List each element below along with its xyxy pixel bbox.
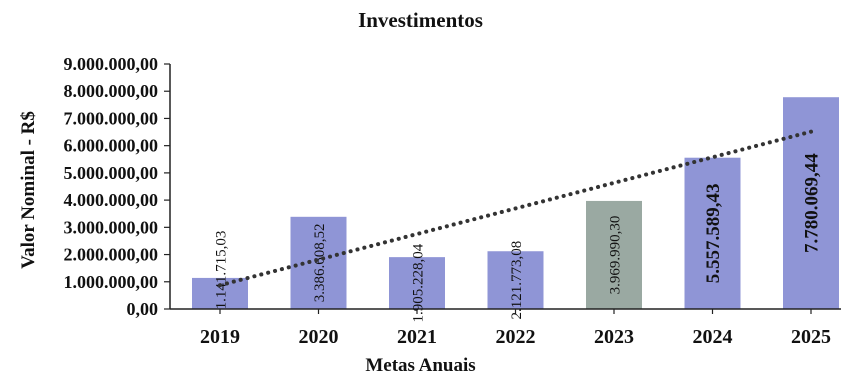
y-tick-label: 7.000.000,00 (64, 108, 159, 128)
y-tick-label: 1.000.000,00 (64, 272, 159, 292)
x-tick-label: 2024 (693, 326, 733, 348)
data-label-2024: 5.557.589,43 (703, 183, 724, 283)
x-tick-label: 2025 (791, 326, 831, 348)
bar-2021 (389, 257, 445, 309)
y-tick-label: 0,00 (127, 299, 159, 319)
bar-2020 (290, 216, 347, 309)
y-tick-label: 4.000.000,00 (64, 190, 159, 210)
data-label-2020: 3.386.608,52 (312, 224, 328, 303)
y-tick-label: 2.000.000,00 (64, 245, 159, 265)
x-tick-label: 2019 (200, 326, 240, 348)
bar-2019 (192, 277, 248, 309)
y-tick-label: 6.000.000,00 (64, 136, 159, 156)
x-tick-label: 2023 (594, 326, 634, 348)
data-label-2025: 7.780.069,44 (802, 153, 823, 253)
bar-2023 (586, 200, 642, 309)
bar-2024 (684, 157, 741, 309)
x-axis-label: Metas Anuais (365, 355, 476, 376)
bar-2022 (487, 251, 544, 309)
data-label-2023: 3.969.990,30 (607, 216, 623, 295)
trendline (218, 129, 813, 288)
x-tick-label: 2020 (299, 326, 339, 348)
x-tick-label: 2021 (397, 326, 437, 348)
chart-title: Investimentos (358, 8, 483, 32)
y-tick-label: 9.000.000,00 (64, 54, 159, 74)
y-tick-label: 5.000.000,00 (64, 163, 159, 183)
y-tick-label: 3.000.000,00 (64, 217, 159, 237)
y-tick-label: 8.000.000,00 (64, 81, 159, 101)
data-label-2022: 2.121.773,08 (509, 241, 525, 320)
data-label-2021: 1.905.228,04 (410, 243, 426, 322)
x-tick-label: 2022 (496, 326, 536, 348)
data-label-2019: 1.141.715,03 (213, 231, 229, 310)
